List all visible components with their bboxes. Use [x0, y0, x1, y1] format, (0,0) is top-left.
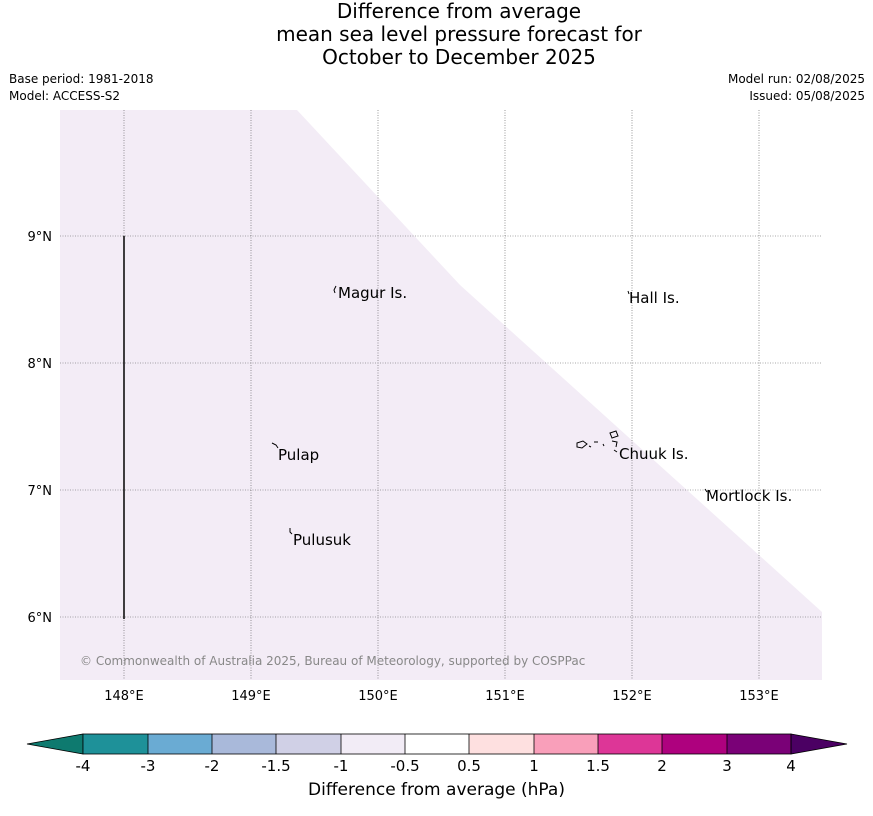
- lat-tick-7n: 7°N: [28, 484, 53, 499]
- lon-tick-labels: 148°E 149°E 150°E 151°E 152°E 153°E: [104, 689, 779, 704]
- colorbar-tick: -2: [205, 757, 220, 775]
- mortlock-island-shape: [704, 488, 708, 493]
- lon-tick-153e: 153°E: [739, 689, 779, 704]
- pulusuk-island-shape: [289, 528, 293, 535]
- lat-tick-9n: 9°N: [28, 230, 53, 245]
- chuuk-island-shape: [576, 430, 619, 453]
- colorbar-segment: [598, 734, 662, 754]
- colorbar-segment: [341, 734, 405, 754]
- colorbar-tick: 1: [529, 757, 539, 775]
- colorbar-frame: [82, 733, 792, 755]
- lat-tick-8n: 8°N: [28, 357, 53, 372]
- colorbar-tick: 0.5: [457, 757, 481, 775]
- colorbar-segment: [469, 734, 534, 754]
- colorbar-tick: -0.5: [390, 757, 419, 775]
- colorbar-segment: [148, 734, 212, 754]
- colorbar-dividers: [147, 734, 728, 754]
- colorbar: -4 -3 -2 -1.5 -1 -0.5 0.5 1 1.5 2 3 4: [26, 733, 848, 775]
- title-line-1: Difference from average: [336, 0, 582, 23]
- lat-tick-labels: 9°N 8°N 7°N 6°N: [28, 230, 53, 626]
- meta-right: Model run: 02/08/2025 Issued: 05/08/2025: [728, 71, 865, 105]
- colorbar-tick: 4: [786, 757, 796, 775]
- copyright-notice: © Commonwealth of Australia 2025, Bureau…: [80, 654, 585, 668]
- colorbar-segment: [405, 734, 469, 754]
- colorbar-tick: -1: [334, 757, 349, 775]
- place-label-hall: Hall Is.: [629, 289, 680, 307]
- colorbar-tick: -1.5: [261, 757, 290, 775]
- colorbar-tick: -3: [141, 757, 156, 775]
- colorbar-tick: 1.5: [586, 757, 610, 775]
- colorbar-tick: 2: [657, 757, 667, 775]
- lon-tick-149e: 149°E: [231, 689, 271, 704]
- colorbar-under-arrow: [26, 733, 84, 755]
- colorbar-segment: [727, 734, 791, 754]
- place-label-chuuk: Chuuk Is.: [619, 445, 688, 463]
- lat-tick-6n: 6°N: [28, 611, 53, 626]
- forecast-field: [60, 110, 822, 680]
- meta-left: Base period: 1981-2018 Model: ACCESS-S2: [9, 71, 154, 105]
- place-labels: Magur Is. Hall Is. Pulap Chuuk Is. Mortl…: [278, 284, 792, 549]
- map-title: Difference from average mean sea level p…: [0, 0, 873, 69]
- colorbar-over-arrow: [790, 733, 848, 755]
- colorbar-segment: [662, 734, 727, 754]
- colorbar-segment: [534, 734, 598, 754]
- place-label-mortlock: Mortlock Is.: [706, 487, 792, 505]
- title-line-2: mean sea level pressure forecast for: [276, 22, 642, 46]
- lon-tick-148e: 148°E: [104, 689, 144, 704]
- hall-island-shape: [627, 290, 630, 295]
- colorbar-segment: [83, 734, 148, 754]
- base-period: Base period: 1981-2018: [9, 72, 154, 86]
- magur-island-shape: [333, 285, 337, 294]
- colorbar-segment: [276, 734, 341, 754]
- pulap-island-shape: [271, 442, 279, 449]
- title-line-3: October to December 2025: [322, 45, 596, 69]
- colorbar-tick: -4: [76, 757, 91, 775]
- colorbar-tick: 3: [722, 757, 732, 775]
- colorbar-segment: [212, 734, 276, 754]
- place-label-pulap: Pulap: [278, 446, 319, 464]
- colorbar-tick-labels: -4 -3 -2 -1.5 -1 -0.5 0.5 1 1.5 2 3 4: [76, 757, 796, 775]
- model-name: Model: ACCESS-S2: [9, 89, 121, 103]
- island-outlines: [271, 285, 708, 535]
- model-run: Model run: 02/08/2025: [727, 72, 865, 86]
- place-label-magur: Magur Is.: [338, 284, 407, 302]
- lon-tick-150e: 150°E: [358, 689, 398, 704]
- lon-tick-152e: 152°E: [612, 689, 652, 704]
- colorbar-label: Difference from average (hPa): [308, 780, 565, 800]
- lon-tick-151e: 151°E: [485, 689, 525, 704]
- place-label-pulusuk: Pulusuk: [293, 531, 351, 549]
- issued-date: Issued: 05/08/2025: [749, 89, 865, 103]
